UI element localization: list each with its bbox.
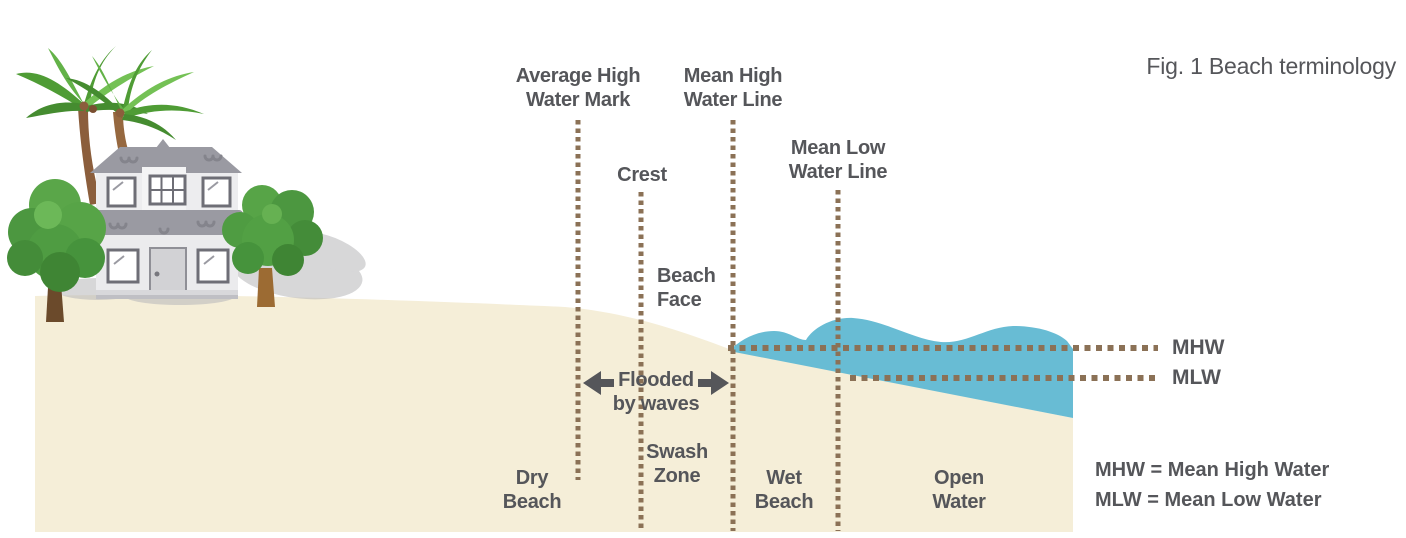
house-illustration xyxy=(90,139,243,299)
crest-label: Crest xyxy=(617,164,667,186)
round-tree-icon xyxy=(7,179,106,322)
round-tree-icon xyxy=(222,185,323,307)
sand-area xyxy=(35,295,1073,532)
mhw-tag: MHW xyxy=(1172,336,1225,359)
water-area xyxy=(729,317,1073,418)
flooded-by-waves-label: Flooded by waves xyxy=(612,369,700,415)
zone-open-water-label: Open Water xyxy=(932,467,986,513)
mean-low-water-line-label: Mean Low Water Line xyxy=(788,137,888,183)
average-high-water-mark-label: Average High Water Mark xyxy=(515,65,641,111)
arrow-right-icon xyxy=(698,371,729,395)
zone-dry-beach-label: Dry Beach xyxy=(502,467,562,513)
mlw-tag: MLW xyxy=(1172,366,1221,389)
legend-mlw: MLW = Mean Low Water xyxy=(1095,489,1322,511)
figure-title: Fig. 1 Beach terminology xyxy=(1146,53,1396,79)
mean-high-water-line-label: Mean High Water Line xyxy=(683,65,783,111)
palm-tree-icon xyxy=(16,46,204,205)
beach-face-label: Beach Face xyxy=(657,265,716,311)
zone-wet-beach-label: Wet Beach xyxy=(754,467,814,513)
legend-mhw: MHW = Mean High Water xyxy=(1095,459,1330,481)
zone-swash-zone-label: Swash Zone xyxy=(646,441,708,487)
arrow-left-icon xyxy=(583,371,614,395)
